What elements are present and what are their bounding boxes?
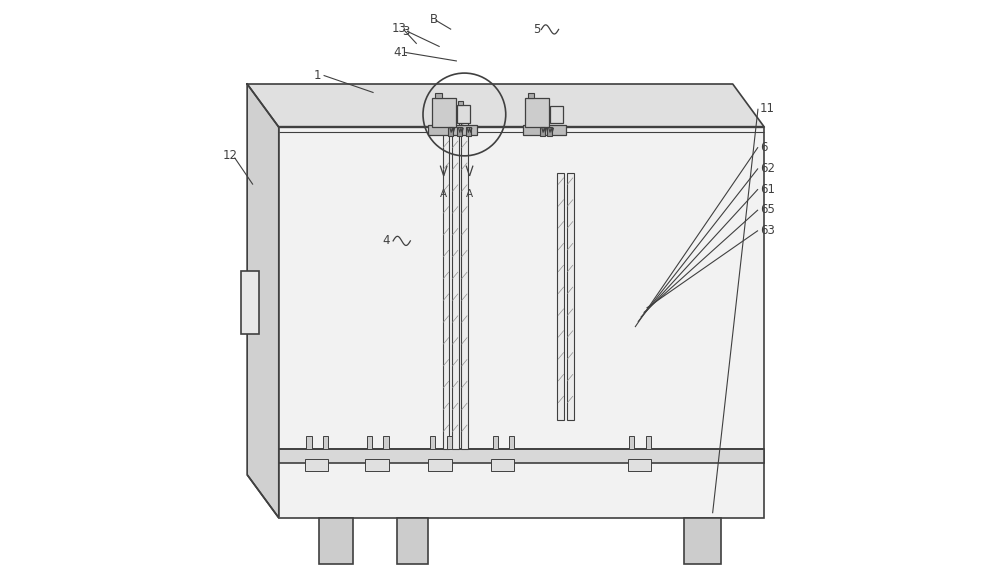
Text: 4: 4 (382, 234, 390, 247)
Bar (432, 98, 456, 127)
Text: 41: 41 (394, 46, 409, 59)
Bar (305, 458, 328, 471)
Bar (628, 458, 651, 471)
Bar (279, 449, 764, 463)
Text: B: B (430, 13, 438, 25)
Text: 5: 5 (533, 23, 541, 36)
Bar (528, 93, 534, 98)
Text: 65: 65 (760, 203, 775, 217)
Bar (447, 436, 452, 449)
Bar (452, 110, 459, 449)
Bar (397, 518, 428, 564)
Text: 11: 11 (760, 102, 775, 115)
Text: A: A (440, 188, 447, 199)
Bar (428, 126, 477, 135)
Text: 3: 3 (402, 25, 410, 37)
Bar (457, 105, 470, 123)
Text: 61: 61 (760, 183, 775, 196)
Polygon shape (247, 84, 279, 518)
Bar (383, 436, 389, 449)
Text: 1: 1 (313, 69, 321, 82)
Text: 13: 13 (392, 22, 407, 35)
Bar (557, 173, 564, 420)
Bar (567, 173, 574, 420)
Bar (457, 127, 462, 136)
Bar (448, 127, 453, 136)
Bar (629, 436, 634, 449)
Text: 6: 6 (760, 141, 767, 154)
Bar (430, 436, 435, 449)
Bar (461, 110, 468, 449)
Bar (547, 127, 552, 136)
Bar (435, 93, 442, 98)
Bar (306, 436, 312, 449)
Bar (466, 127, 471, 136)
Bar (319, 518, 353, 564)
Bar (365, 458, 389, 471)
Polygon shape (247, 84, 764, 127)
Bar (525, 98, 549, 127)
Text: 63: 63 (760, 224, 775, 237)
Bar (646, 436, 651, 449)
Bar (491, 458, 514, 471)
Bar (684, 518, 721, 564)
Text: A: A (466, 188, 473, 199)
Text: 12: 12 (223, 149, 238, 162)
Bar (458, 101, 463, 105)
Bar (523, 126, 566, 135)
Bar (323, 436, 328, 449)
Bar (367, 436, 372, 449)
Bar (493, 436, 498, 449)
Text: 62: 62 (760, 162, 775, 175)
Bar (279, 127, 764, 518)
Bar (443, 110, 449, 449)
Bar (509, 436, 514, 449)
Bar (540, 127, 545, 136)
Bar (550, 107, 563, 123)
Bar (241, 271, 259, 334)
Bar (428, 458, 452, 471)
